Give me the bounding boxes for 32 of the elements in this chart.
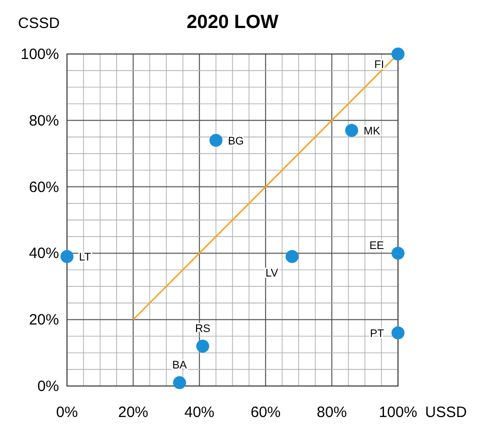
x-tick-label: 40% <box>184 404 214 421</box>
point <box>392 48 404 60</box>
annotation: FI <box>374 59 384 71</box>
point <box>209 134 222 147</box>
y-axis-title: CSSD <box>18 15 60 32</box>
point <box>392 326 404 340</box>
annotation: EE <box>369 240 384 252</box>
x-tick-label: 80% <box>316 404 347 421</box>
x-axis-title: USSD <box>425 404 467 421</box>
x-tick-label: 60% <box>250 404 281 421</box>
point <box>345 124 358 137</box>
point <box>392 246 404 260</box>
point <box>173 376 186 390</box>
y-tick-label: 60% <box>28 178 59 196</box>
x-tick-label: 0% <box>56 404 78 421</box>
y-tick-label: 40% <box>28 245 59 262</box>
chart-title: 2020 LOW <box>186 12 278 33</box>
x-tick-label: 100% <box>378 404 418 421</box>
y-tick-label: 80% <box>28 112 59 130</box>
point <box>196 340 210 353</box>
y-tick-label: 0% <box>37 378 59 395</box>
y-tick-label: 20% <box>28 312 59 329</box>
x-tick-label: 20% <box>118 404 148 421</box>
point <box>286 250 299 264</box>
annotation: PT <box>370 328 384 340</box>
annotation: LT <box>79 252 92 264</box>
point <box>60 250 74 264</box>
y-tick-label: 100% <box>20 46 59 63</box>
annotation: MK <box>364 125 381 138</box>
annotation: LV <box>265 268 279 280</box>
annotation: BA <box>172 360 188 372</box>
annotation: BG <box>228 135 244 148</box>
